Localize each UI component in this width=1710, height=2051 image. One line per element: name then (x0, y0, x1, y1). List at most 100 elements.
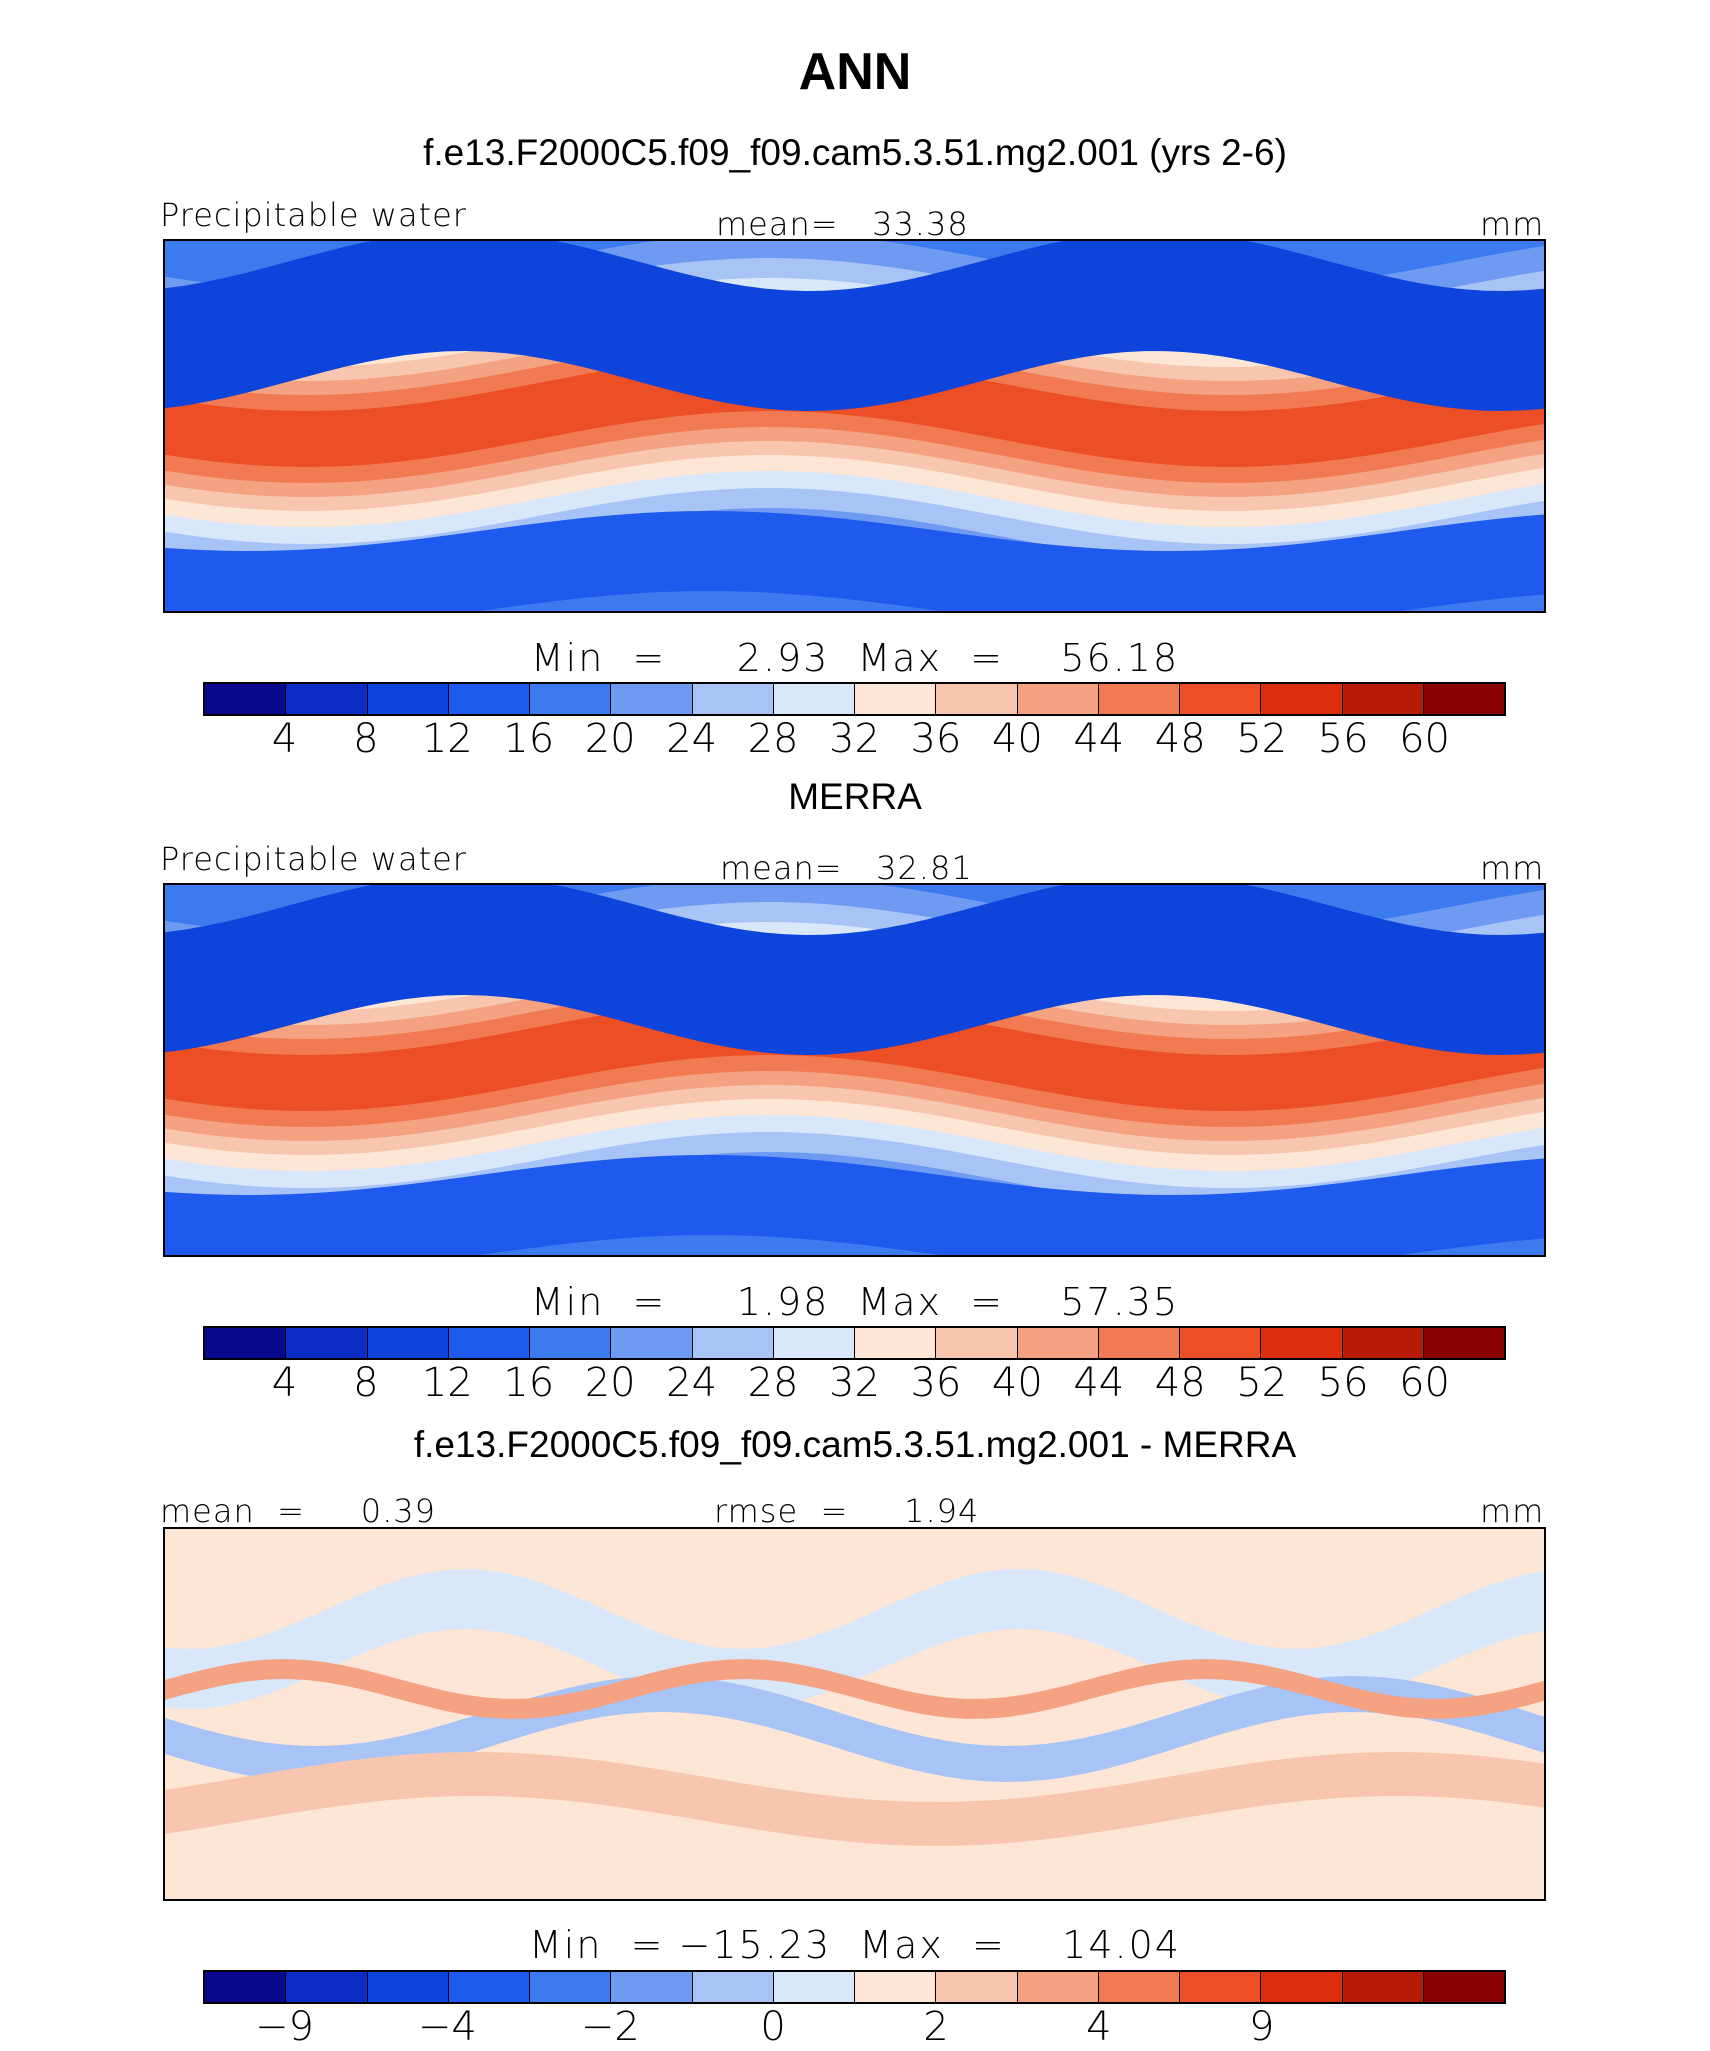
colorbar-segment (367, 1972, 449, 2002)
panel-1-units-label: mm (1480, 205, 1545, 243)
colorbar-segment (936, 1328, 1018, 1358)
colorbar-segment (205, 684, 287, 714)
panel-3-colorbar (203, 1970, 1506, 2004)
colorbar-segment (530, 1328, 612, 1358)
panel-3-title: f.e13.F2000C5.f09_f09.cam5.3.51.mg2.001 … (413, 1424, 1297, 1465)
field-contour-band (165, 1659, 1544, 1719)
colorbar-segment (1098, 1972, 1180, 2002)
colorbar-segment (1423, 684, 1504, 714)
colorbar-tick-label: 40 (991, 1360, 1043, 1406)
colorbar-tick-label: 40 (991, 716, 1043, 762)
panel-3-field (165, 1529, 1544, 1899)
colorbar-segment (773, 1328, 855, 1358)
colorbar-segment (1261, 1328, 1343, 1358)
colorbar-segment (1098, 684, 1180, 714)
panel-3-mean-label: mean = 0.39 (160, 1492, 437, 1530)
field-contour-band (165, 885, 1544, 1055)
colorbar-segment (367, 684, 449, 714)
colorbar-tick-label: 48 (1154, 716, 1206, 762)
colorbar-segment (936, 1972, 1018, 2002)
colorbar-segment (1342, 1328, 1424, 1358)
colorbar-tick-label: 20 (584, 1360, 636, 1406)
colorbar-segment (611, 1972, 693, 2002)
panel-1-colorbar (203, 682, 1506, 716)
panel-1-map (163, 239, 1546, 613)
panel-1-title: f.e13.F2000C5.f09_f09.cam5.3.51.mg2.001 … (423, 132, 1287, 173)
colorbar-tick-label: 0 (760, 2004, 786, 2050)
colorbar-segment (1423, 1972, 1504, 2002)
colorbar-segment (448, 1328, 530, 1358)
colorbar-tick-label: 12 (421, 1360, 473, 1406)
field-contour-band (165, 355, 1544, 467)
colorbar-tick-label: 32 (829, 1360, 880, 1406)
colorbar-segment (1017, 1972, 1099, 2002)
colorbar-segment (1342, 684, 1424, 714)
colorbar-tick-label: 56 (1317, 716, 1369, 762)
colorbar-segment (205, 1972, 287, 2002)
field-contour-band (165, 511, 1544, 611)
colorbar-tick-label: 4 (271, 1360, 298, 1406)
panel-3-rmse-label: rmse = 1.94 (714, 1492, 980, 1530)
colorbar-tick-label: 24 (666, 716, 718, 762)
colorbar-tick-label: −9 (254, 2004, 314, 2050)
colorbar-tick-label: 44 (1073, 716, 1125, 762)
colorbar-segment (1180, 1972, 1262, 2002)
colorbar-tick-label: 36 (910, 716, 962, 762)
panel-2-field (165, 885, 1544, 1255)
colorbar-tick-label: 4 (271, 716, 298, 762)
colorbar-tick-label: 2 (923, 2004, 949, 2050)
colorbar-segment (286, 684, 368, 714)
colorbar-tick-label: 36 (910, 1360, 962, 1406)
colorbar-tick-label: 52 (1236, 1360, 1288, 1406)
colorbar-tick-label: 9 (1248, 2004, 1275, 2050)
colorbar-tick-label: 52 (1236, 716, 1288, 762)
colorbar-segment (530, 684, 612, 714)
colorbar-segment (1017, 684, 1099, 714)
colorbar-tick-label: 28 (747, 716, 799, 762)
colorbar-tick-label: 8 (353, 1360, 379, 1406)
colorbar-tick-label: −4 (417, 2004, 477, 2050)
colorbar-segment (1017, 1328, 1099, 1358)
colorbar-segment (367, 1328, 449, 1358)
colorbar-tick-label: 20 (584, 716, 636, 762)
colorbar-segment (855, 684, 937, 714)
colorbar-tick-label: 16 (503, 1360, 555, 1406)
panel-2-map (163, 883, 1546, 1257)
colorbar-segment (773, 1972, 855, 2002)
colorbar-segment (611, 1328, 693, 1358)
colorbar-tick-label: 60 (1399, 1360, 1451, 1406)
colorbar-tick-label: −2 (580, 2004, 640, 2050)
colorbar-tick-label: 24 (666, 1360, 718, 1406)
colorbar-segment (692, 1972, 774, 2002)
panel-1-min-max: Min = 2.93 Max = 56.18 (530, 636, 1180, 680)
panel-1-field (165, 241, 1544, 611)
panel-2-mean-label: mean= 32.81 (720, 849, 973, 887)
colorbar-segment (448, 684, 530, 714)
colorbar-segment (692, 684, 774, 714)
panel-1-variable-label: Precipitable water (160, 196, 467, 234)
panel-2-title: MERRA (788, 776, 922, 817)
colorbar-segment (1261, 1972, 1343, 2002)
field-background (165, 1529, 1544, 1899)
panel-1-colorbar-ticks: 4 8 12 16 20 24 28 32 36 40 44 48 52 56 60 (0, 716, 1710, 764)
panel-2-units-label: mm (1480, 849, 1545, 887)
colorbar-segment (530, 1972, 612, 2002)
colorbar-tick-label: 12 (421, 716, 473, 762)
colorbar-tick-label: 8 (353, 716, 379, 762)
colorbar-tick-label: 32 (829, 716, 880, 762)
colorbar-segment (1180, 1328, 1262, 1358)
colorbar-tick-label: 44 (1073, 1360, 1125, 1406)
colorbar-segment (1342, 1972, 1424, 2002)
colorbar-tick-label: 60 (1399, 716, 1451, 762)
field-contour-band (165, 1676, 1544, 1782)
field-contour-band (165, 1752, 1544, 1846)
panel-2-variable-label: Precipitable water (160, 840, 467, 878)
field-contour-band (165, 999, 1544, 1111)
colorbar-tick-label: 28 (747, 1360, 799, 1406)
colorbar-segment (611, 684, 693, 714)
field-contour-band (165, 241, 1544, 411)
colorbar-segment (286, 1328, 368, 1358)
panel-2-colorbar-ticks: 4 8 12 16 20 24 28 32 36 40 44 48 52 56 60 (0, 1360, 1710, 1408)
colorbar-segment (1261, 684, 1343, 714)
colorbar-segment (855, 1328, 937, 1358)
